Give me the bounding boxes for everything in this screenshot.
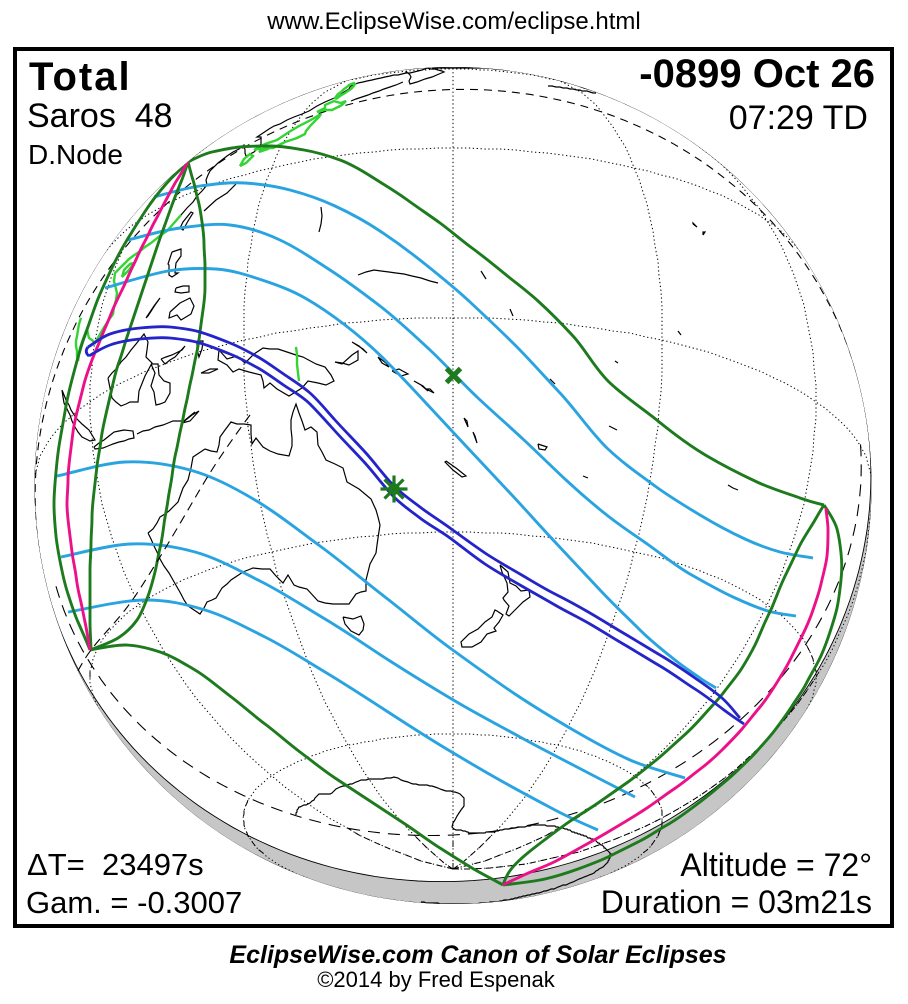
svg-text:D.Node: D.Node [28, 139, 123, 170]
svg-text:©2014 by Fred Espenak: ©2014 by Fred Espenak [317, 967, 556, 992]
svg-text:Altitude = 72°: Altitude = 72° [680, 847, 872, 883]
svg-text:Gam. = -0.3007: Gam. = -0.3007 [26, 885, 242, 920]
svg-text:EclipseWise.com Canon of Solar: EclipseWise.com Canon of Solar Eclipses [229, 941, 726, 969]
svg-text:07:29 TD: 07:29 TD [729, 99, 868, 137]
svg-text:ΔT= 23497s: ΔT= 23497s [27, 847, 204, 882]
svg-text:www.EclipseWise.com/eclipse.ht: www.EclipseWise.com/eclipse.html [266, 8, 640, 35]
svg-text:Duration = 03m21s: Duration = 03m21s [601, 884, 872, 920]
svg-text:Total: Total [29, 55, 132, 99]
svg-text:-0899 Oct 26: -0899 Oct 26 [639, 52, 875, 96]
svg-text:Saros 48: Saros 48 [27, 97, 173, 135]
